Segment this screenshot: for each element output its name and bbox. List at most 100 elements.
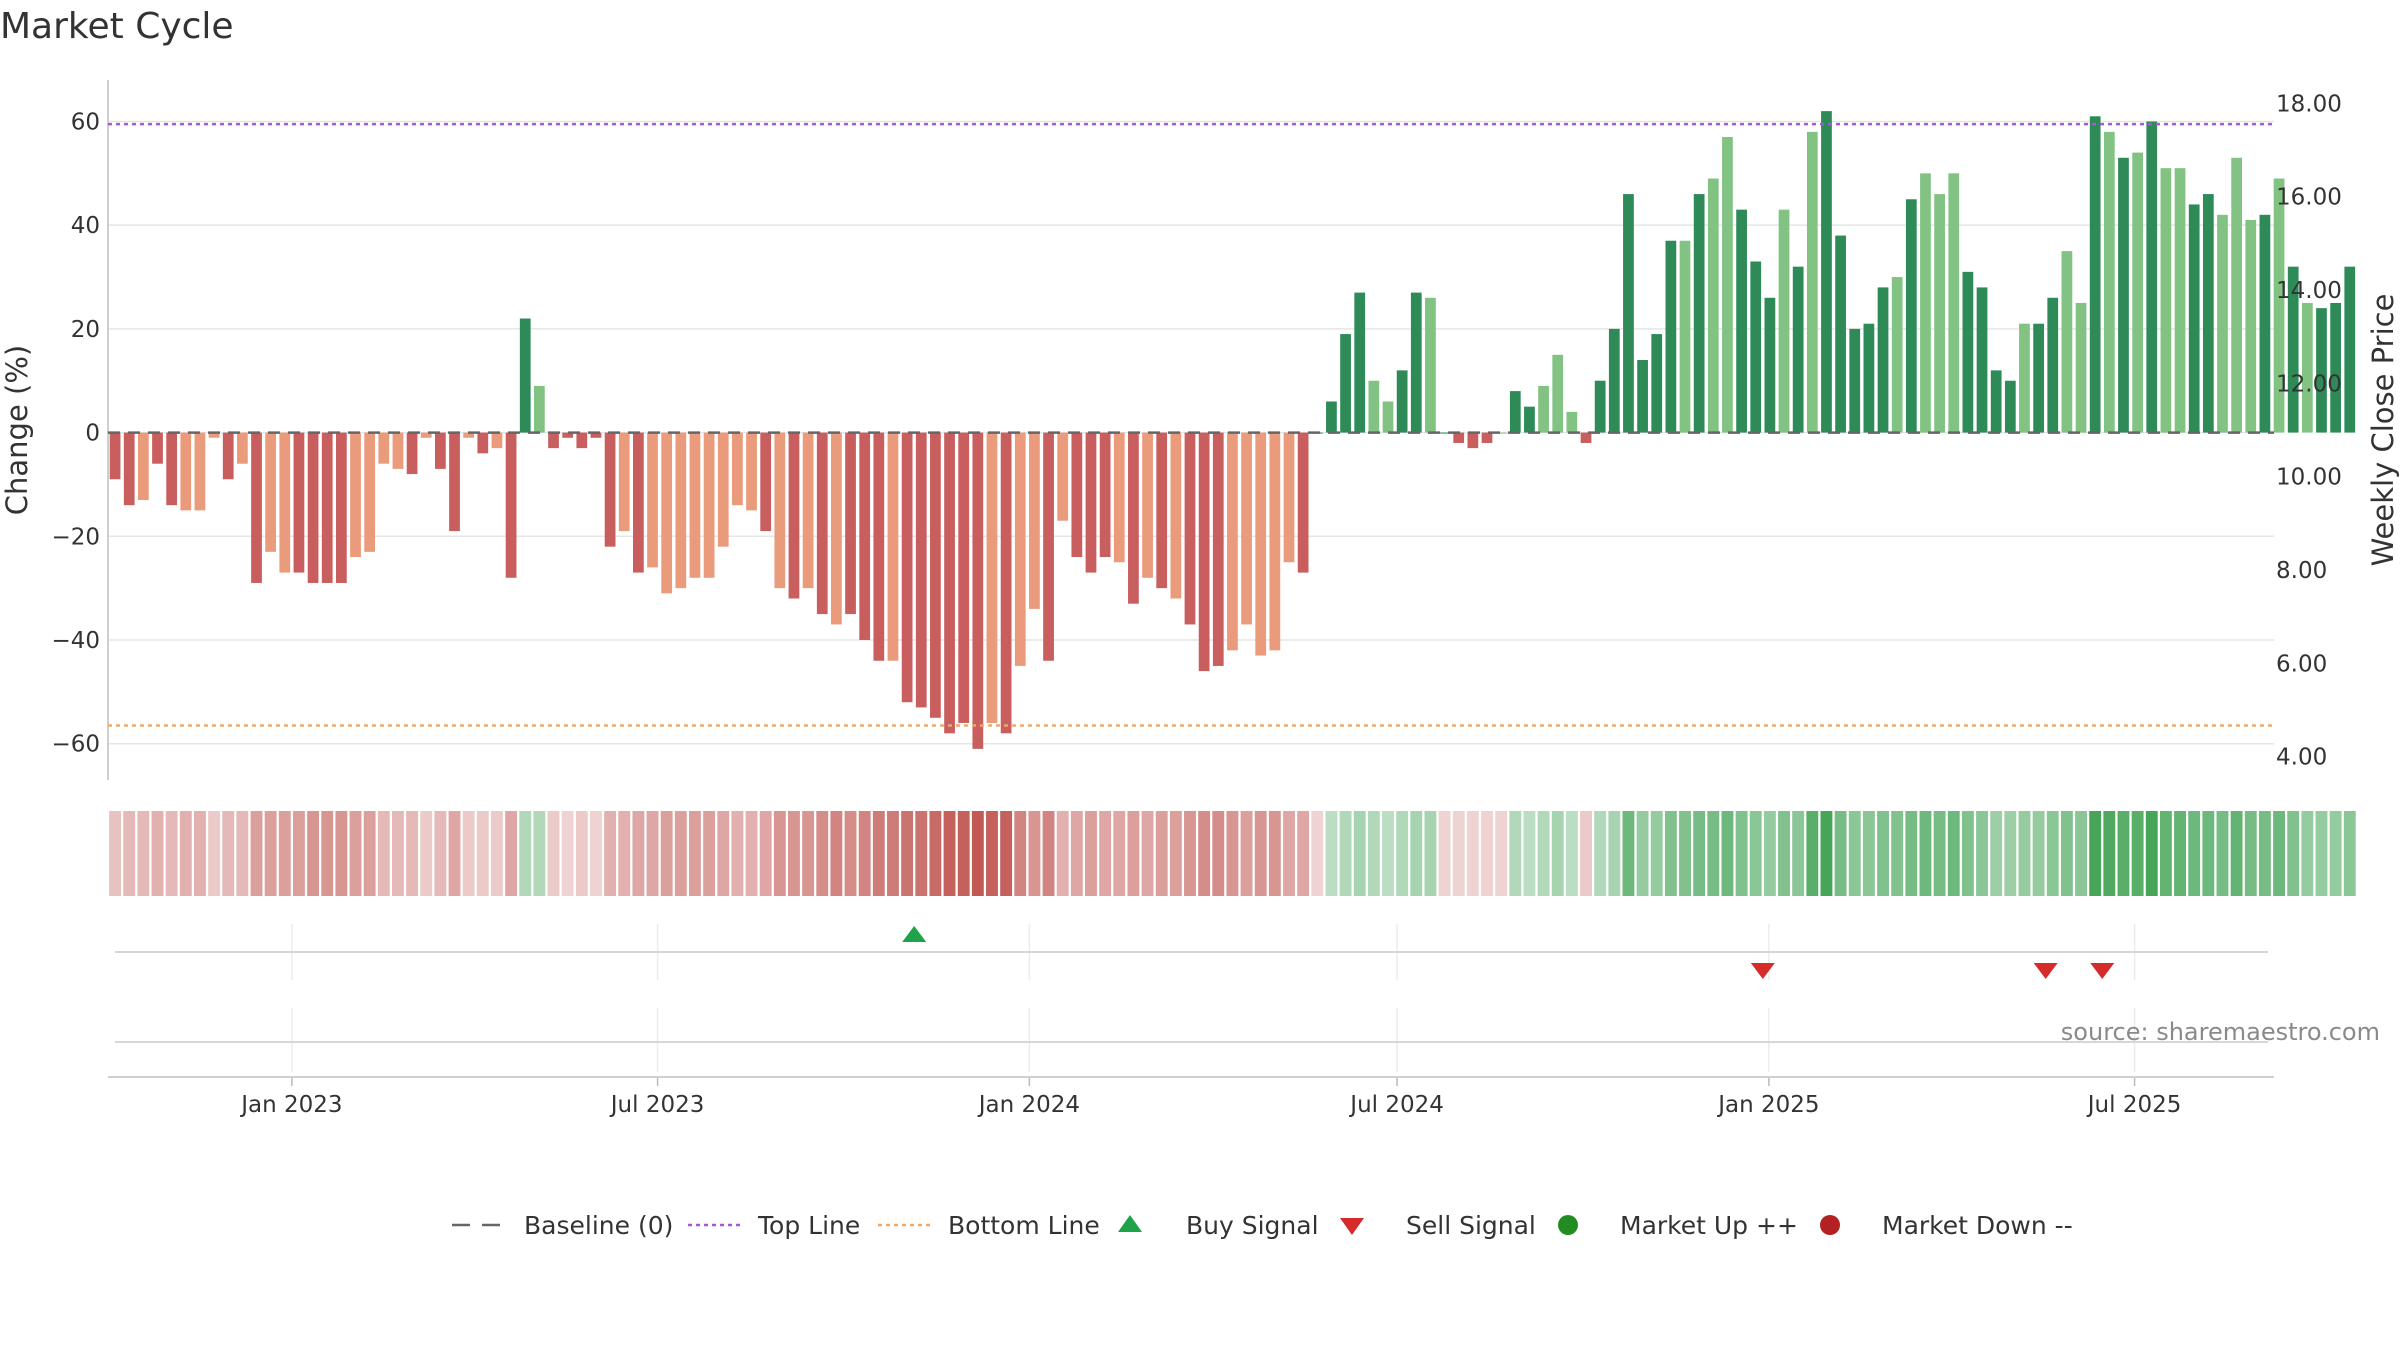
- heat-cell: [1184, 811, 1196, 896]
- y-tick-label: 60: [71, 109, 100, 135]
- heat-cell: [2032, 811, 2045, 896]
- change-bar: [1637, 360, 1648, 433]
- heat-cell: [689, 811, 701, 896]
- legend-swatch-up: [1558, 1215, 1578, 1235]
- change-bar: [774, 432, 786, 589]
- change-bar: [2061, 251, 2073, 433]
- change-bar: [562, 432, 574, 438]
- change-bar: [1863, 323, 1875, 433]
- heat-cell: [717, 811, 730, 896]
- change-bar: [548, 432, 559, 449]
- heat-cell: [2089, 811, 2102, 896]
- heat-cell: [250, 811, 263, 896]
- change-bars: [109, 111, 2356, 749]
- heat-cell: [1466, 811, 1479, 896]
- change-bar: [1990, 370, 2002, 433]
- change-bar: [2047, 297, 2059, 433]
- heat-cell: [1891, 811, 1904, 896]
- heat-cell: [236, 811, 249, 896]
- heat-cell: [2216, 811, 2229, 896]
- change-bar: [633, 432, 644, 573]
- heat-cell: [377, 811, 390, 896]
- change-bar: [1142, 432, 1153, 578]
- heat-cell: [1014, 811, 1027, 896]
- heat-cell: [674, 811, 687, 896]
- change-bar: [335, 432, 347, 583]
- heat-cell: [321, 811, 334, 896]
- legend-item-baseline: Baseline (0): [452, 1211, 673, 1240]
- heat-cell: [561, 811, 574, 896]
- heat-cell: [519, 811, 532, 896]
- y2-tick-label: 18.00: [2276, 91, 2342, 117]
- change-bar: [236, 432, 248, 464]
- change-bar: [1198, 432, 1210, 672]
- reference-lines: [108, 122, 2274, 727]
- heat-cell: [1325, 811, 1338, 896]
- change-bar: [1778, 209, 1790, 433]
- heat-cell: [1113, 811, 1126, 896]
- change-bar: [1948, 173, 1960, 433]
- heat-cell: [1297, 811, 1310, 896]
- change-bar: [1665, 240, 1677, 433]
- change-bar: [1552, 354, 1564, 433]
- change-bar: [2217, 214, 2228, 433]
- heat-cell: [971, 811, 984, 896]
- change-bar: [2033, 323, 2044, 433]
- change-bar: [166, 432, 178, 506]
- legend-item-up: Market Up ++: [1558, 1211, 1798, 1240]
- heat-cell: [1523, 811, 1536, 896]
- change-bar: [307, 432, 319, 583]
- heat-cell: [858, 811, 871, 896]
- legend-label-down: Market Down --: [1882, 1211, 2073, 1240]
- heat-cell: [2301, 811, 2314, 896]
- heat-cell: [222, 811, 235, 896]
- change-bar: [2231, 157, 2242, 433]
- heat-cell: [887, 811, 899, 896]
- heat-cell: [1636, 811, 1649, 896]
- heat-cell: [1834, 811, 1847, 896]
- change-bar: [1566, 411, 1578, 433]
- change-bar: [1227, 432, 1238, 651]
- change-bar: [1382, 401, 1394, 433]
- heat-cell: [1438, 811, 1451, 896]
- heat-cell: [2174, 811, 2186, 896]
- change-bar: [1594, 380, 1606, 433]
- change-bar: [449, 432, 460, 532]
- change-bar: [1736, 209, 1747, 433]
- heat-cell: [434, 811, 447, 896]
- legend-label-sell: Sell Signal: [1406, 1211, 1536, 1240]
- change-bar: [732, 432, 743, 506]
- y2-tick-label: 14.00: [2276, 278, 2342, 304]
- heat-cell: [349, 811, 362, 896]
- y2-tick-label: 12.00: [2276, 371, 2342, 397]
- change-bar: [1255, 432, 1267, 656]
- heat-cell: [2159, 811, 2172, 896]
- heat-cell: [1693, 811, 1706, 896]
- buy-signal-marker: [902, 926, 927, 942]
- heat-cell: [1961, 811, 1974, 896]
- change-bar: [534, 385, 545, 433]
- change-bar: [1043, 432, 1054, 661]
- change-bar: [2301, 302, 2313, 433]
- change-bar: [477, 432, 489, 454]
- heat-cell: [1000, 811, 1013, 896]
- heat-cell: [1367, 811, 1380, 896]
- change-bar: [1920, 173, 1931, 433]
- legend-item-bottom: Bottom Line: [878, 1211, 1100, 1240]
- change-bar: [2202, 194, 2214, 433]
- heat-cell: [1763, 811, 1776, 896]
- x-tick-label: Jul 2025: [2086, 1092, 2182, 1118]
- heat-cell: [547, 811, 560, 896]
- heat-cell: [1127, 811, 1140, 896]
- heat-cell: [1198, 811, 1211, 896]
- change-bar: [137, 432, 149, 500]
- change-bar: [746, 432, 757, 511]
- change-bar: [2287, 266, 2299, 433]
- change-bar: [1425, 297, 1436, 433]
- heat-cell: [264, 811, 277, 896]
- legend-swatch-sell: [1340, 1218, 1364, 1235]
- heat-cell: [1778, 811, 1790, 896]
- change-bar: [265, 432, 277, 552]
- heat-cell: [2075, 811, 2087, 896]
